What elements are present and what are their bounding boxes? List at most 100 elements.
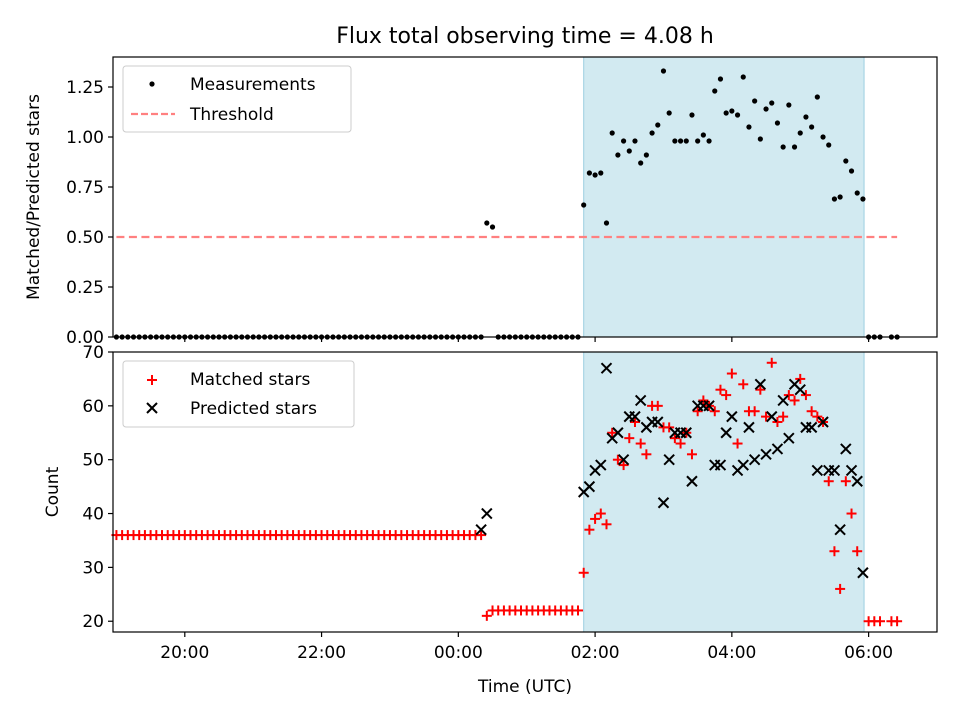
measurements-point: [649, 130, 655, 136]
predicted-stars-point: [817, 416, 829, 428]
predicted-stars-point: [743, 421, 755, 434]
predicted-stars-point: [845, 464, 858, 477]
measurements-point: [632, 138, 638, 144]
legend-marker-measurements: [149, 81, 155, 87]
matched-stars-point: [875, 616, 886, 627]
predicted-stars-point: [663, 453, 675, 466]
predicted-stars-point: [617, 453, 630, 466]
top-y-axis-label: Matched/Predicted stars: [24, 94, 44, 300]
matched-stars-point: [686, 449, 697, 460]
matched-stars-point: [669, 433, 680, 444]
measurements-point: [848, 168, 855, 174]
matched-stars-point: [664, 422, 675, 433]
legend-label-threshold: Threshold: [189, 105, 274, 125]
matched-stars-point: [852, 546, 863, 557]
measurements-point: [672, 138, 678, 144]
predicted-stars-point: [686, 475, 698, 487]
top-plot-frame: [112, 56, 938, 338]
predicted-stars-point: [766, 410, 778, 423]
predicted-stars-point: [634, 394, 647, 407]
measurements-point: [706, 138, 712, 144]
measurements-point: [854, 190, 860, 196]
measurements-point: [843, 158, 849, 164]
predicted-stars-point: [583, 480, 596, 493]
predicted-stars-point: [714, 459, 727, 471]
matched-stars-point: [698, 395, 709, 406]
matched-stars-point: [618, 460, 629, 471]
measurements-point: [797, 130, 803, 136]
measurements-point: [586, 170, 592, 176]
measurements-point: [638, 160, 644, 166]
matched-stars-point: [829, 546, 840, 557]
bottom-y-axis-label: Count: [43, 466, 63, 517]
predicted-stars-point: [834, 523, 846, 536]
bottom-y-tick-label: 30: [82, 558, 104, 578]
top-y-tick-label: 0.00: [66, 328, 104, 348]
matched-stars-point: [800, 390, 811, 401]
x-tick-label: 04:00: [707, 643, 756, 663]
measurements-point: [814, 94, 820, 100]
matched-stars-point: [607, 427, 618, 438]
predicted-stars-point: [680, 427, 692, 439]
matched-stars-point: [624, 433, 635, 444]
measurements-point: [615, 152, 621, 158]
legend-marker-matched-stars: [147, 375, 157, 385]
measurements-point: [484, 220, 490, 226]
matched-stars-point: [476, 530, 487, 541]
measurements-point: [695, 138, 701, 144]
matched-stars-point: [783, 390, 794, 401]
x-tick-label: 22:00: [297, 643, 346, 663]
bottom-y-tick-label: 60: [82, 397, 104, 417]
matched-stars-point: [761, 411, 772, 422]
x-tick-label: 06:00: [844, 643, 893, 663]
measurements-point: [603, 220, 610, 226]
predicted-stars-point: [794, 383, 806, 396]
matched-stars-point: [481, 610, 492, 621]
measurements-point: [831, 196, 838, 202]
measurements-point: [700, 132, 706, 138]
predicted-stars-point: [754, 378, 767, 391]
legend-label-matched-stars: Matched stars: [190, 370, 310, 390]
bottom-y-tick-label: 70: [82, 343, 104, 363]
matched-stars-point: [795, 373, 806, 384]
measurements-point: [677, 138, 684, 144]
legend-marker-predicted-stars: [146, 402, 158, 414]
top-y-tick-label: 1.00: [66, 128, 104, 148]
count-panel: 20 30 40 50 60 70 20:00 22:00 00:00 02:00 04:00 06:…: [43, 343, 938, 663]
matched-stars-point: [692, 406, 703, 417]
predicted-stars-point: [811, 464, 824, 477]
predicted-stars-point: [828, 464, 841, 477]
top-legend-box: [122, 65, 352, 133]
matched-stars-point: [675, 438, 686, 449]
predicted-stars-point: [748, 453, 761, 466]
predicted-stars-point: [760, 448, 772, 461]
bottom-y-tick-label: 20: [82, 612, 104, 632]
legend-label-predicted-stars: Predicted stars: [190, 399, 317, 419]
predicted-stars-point: [805, 421, 818, 434]
measurements-point: [626, 148, 632, 154]
matched-stars-point: [709, 406, 720, 417]
matched-stars-point: [726, 368, 737, 379]
x-tick-label: 00:00: [434, 643, 483, 663]
measurements-point: [729, 108, 735, 114]
matched-stars-point: [766, 357, 777, 368]
predicted-stars-point: [703, 400, 715, 412]
measurements-point: [803, 114, 809, 120]
matched-stars-point: [835, 583, 846, 594]
measurements-point: [820, 134, 826, 140]
measurements-point: [740, 74, 746, 80]
measurements-point: [609, 130, 615, 136]
matched-stars-point: [806, 406, 817, 417]
measurements-point: [786, 102, 792, 108]
matched-stars-point: [738, 379, 749, 390]
matched-stars-point: [635, 438, 646, 449]
measurements-point: [643, 152, 649, 158]
matched-stars-point: [840, 476, 851, 487]
measurements-point: [752, 98, 758, 104]
measurements-point: [712, 88, 718, 94]
matched-stars-point: [721, 390, 732, 401]
predicted-stars-point: [595, 459, 607, 471]
matched-stars-point: [755, 384, 766, 395]
measurements-point: [592, 172, 598, 178]
